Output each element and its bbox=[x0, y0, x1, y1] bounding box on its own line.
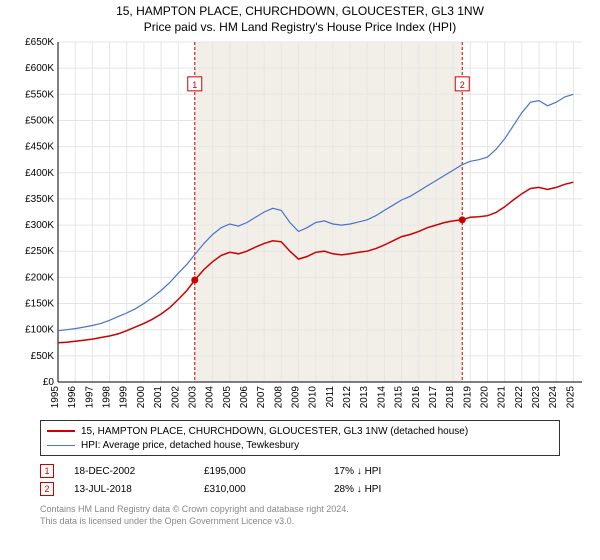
svg-text:2022: 2022 bbox=[514, 386, 525, 409]
svg-text:£200K: £200K bbox=[25, 272, 54, 283]
svg-text:2001: 2001 bbox=[153, 386, 164, 409]
title-subtitle: Price paid vs. HM Land Registry's House … bbox=[0, 20, 600, 34]
sale-price-2: £310,000 bbox=[204, 484, 314, 495]
svg-text:2013: 2013 bbox=[359, 386, 370, 409]
svg-text:£600K: £600K bbox=[25, 63, 54, 74]
svg-text:£150K: £150K bbox=[25, 299, 54, 310]
sale-date-1: 18-DEC-2002 bbox=[74, 466, 184, 477]
svg-text:2008: 2008 bbox=[273, 386, 284, 409]
chart-svg: £0£50K£100K£150K£200K£250K£300K£350K£400… bbox=[10, 36, 590, 416]
chart-plot-area: £0£50K£100K£150K£200K£250K£300K£350K£400… bbox=[10, 36, 590, 416]
svg-text:2014: 2014 bbox=[376, 386, 387, 409]
svg-text:2000: 2000 bbox=[136, 386, 147, 409]
svg-text:£100K: £100K bbox=[25, 325, 54, 336]
svg-text:2021: 2021 bbox=[497, 386, 508, 409]
legend-item-hpi: HPI: Average price, detached house, Tewk… bbox=[47, 438, 553, 452]
svg-text:2023: 2023 bbox=[531, 386, 542, 409]
footer-line1: Contains HM Land Registry data © Crown c… bbox=[40, 504, 560, 516]
svg-text:2024: 2024 bbox=[548, 386, 559, 409]
svg-text:£450K: £450K bbox=[25, 142, 54, 153]
svg-text:2016: 2016 bbox=[411, 386, 422, 409]
sale-price-1: £195,000 bbox=[204, 466, 314, 477]
svg-text:1: 1 bbox=[192, 80, 197, 90]
footer-line2: This data is licensed under the Open Gov… bbox=[40, 516, 560, 528]
svg-text:2005: 2005 bbox=[222, 386, 233, 409]
svg-text:£500K: £500K bbox=[25, 115, 54, 126]
legend-label-hpi: HPI: Average price, detached house, Tewk… bbox=[81, 440, 299, 451]
svg-text:£650K: £650K bbox=[25, 37, 54, 48]
svg-text:2010: 2010 bbox=[308, 386, 319, 409]
svg-text:£550K: £550K bbox=[25, 89, 54, 100]
svg-text:2003: 2003 bbox=[187, 386, 198, 409]
svg-text:2004: 2004 bbox=[205, 386, 216, 409]
chart-titles: 15, HAMPTON PLACE, CHURCHDOWN, GLOUCESTE… bbox=[0, 0, 600, 34]
legend: 15, HAMPTON PLACE, CHURCHDOWN, GLOUCESTE… bbox=[40, 420, 560, 456]
svg-text:2015: 2015 bbox=[394, 386, 405, 409]
svg-text:1997: 1997 bbox=[84, 386, 95, 409]
svg-text:1998: 1998 bbox=[102, 386, 113, 409]
sale-delta-1: 17% ↓ HPI bbox=[334, 466, 444, 477]
svg-text:1996: 1996 bbox=[67, 386, 78, 409]
legend-label-property: 15, HAMPTON PLACE, CHURCHDOWN, GLOUCESTE… bbox=[81, 426, 468, 437]
svg-text:£300K: £300K bbox=[25, 220, 54, 231]
legend-swatch-hpi bbox=[47, 445, 75, 446]
svg-text:£50K: £50K bbox=[31, 351, 55, 362]
svg-text:2019: 2019 bbox=[462, 386, 473, 409]
sale-row-2: 2 13-JUL-2018 £310,000 28% ↓ HPI bbox=[40, 480, 560, 498]
svg-text:1999: 1999 bbox=[119, 386, 130, 409]
title-address: 15, HAMPTON PLACE, CHURCHDOWN, GLOUCESTE… bbox=[0, 4, 600, 18]
svg-text:2025: 2025 bbox=[565, 386, 576, 409]
sale-marker-2: 2 bbox=[40, 482, 54, 496]
svg-text:2: 2 bbox=[460, 80, 465, 90]
sale-marker-1: 1 bbox=[40, 464, 54, 478]
legend-item-property: 15, HAMPTON PLACE, CHURCHDOWN, GLOUCESTE… bbox=[47, 424, 553, 438]
chart-container: 15, HAMPTON PLACE, CHURCHDOWN, GLOUCESTE… bbox=[0, 0, 600, 560]
sale-row-1: 1 18-DEC-2002 £195,000 17% ↓ HPI bbox=[40, 462, 560, 480]
svg-text:2018: 2018 bbox=[445, 386, 456, 409]
svg-text:£350K: £350K bbox=[25, 194, 54, 205]
svg-text:£250K: £250K bbox=[25, 246, 54, 257]
svg-text:2011: 2011 bbox=[325, 386, 336, 408]
footer: Contains HM Land Registry data © Crown c… bbox=[40, 504, 560, 527]
svg-text:2017: 2017 bbox=[428, 386, 439, 409]
svg-text:2012: 2012 bbox=[342, 386, 353, 409]
svg-text:2020: 2020 bbox=[480, 386, 491, 409]
svg-text:1995: 1995 bbox=[50, 386, 61, 409]
sale-date-2: 13-JUL-2018 bbox=[74, 484, 184, 495]
svg-text:2006: 2006 bbox=[239, 386, 250, 409]
svg-text:£400K: £400K bbox=[25, 168, 54, 179]
sales-table: 1 18-DEC-2002 £195,000 17% ↓ HPI 2 13-JU… bbox=[40, 462, 560, 498]
svg-text:2007: 2007 bbox=[256, 386, 267, 409]
sale-delta-2: 28% ↓ HPI bbox=[334, 484, 444, 495]
legend-swatch-property bbox=[47, 430, 75, 432]
svg-text:2009: 2009 bbox=[291, 386, 302, 409]
svg-text:2002: 2002 bbox=[170, 386, 181, 409]
